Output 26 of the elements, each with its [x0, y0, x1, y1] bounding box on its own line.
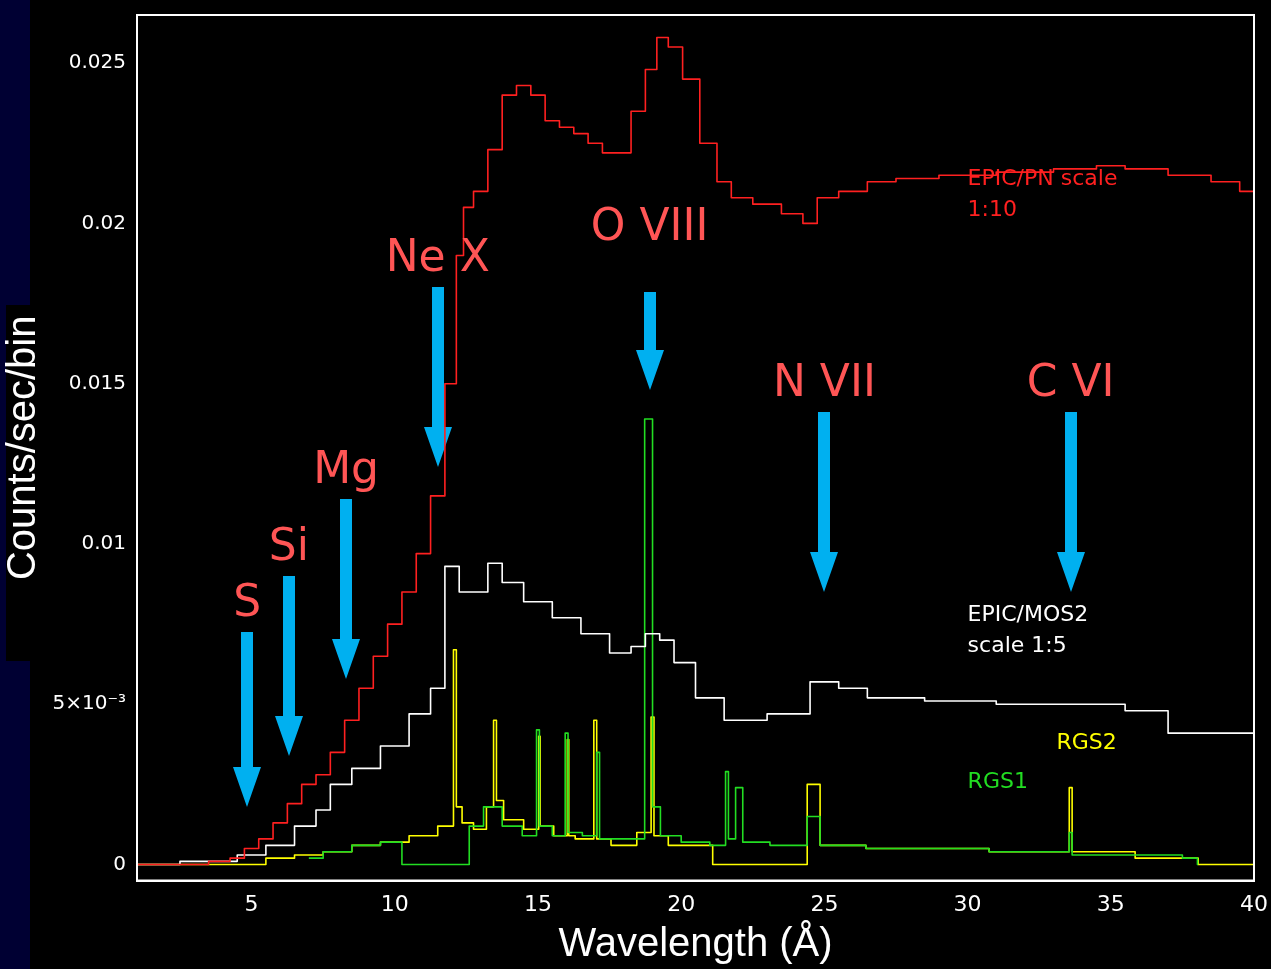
text: EPIC/MOS2 scale 1:5	[967, 600, 1089, 657]
annotation: N VII	[772, 355, 876, 407]
annotation: C VI	[1026, 355, 1115, 407]
y-tick-label: 0	[113, 850, 126, 875]
y-tick-label: 5×10⁻³	[52, 690, 126, 715]
x-tick-label: 40	[1240, 890, 1268, 916]
x-tick-label: 20	[667, 890, 696, 916]
x-tick-label: 25	[810, 890, 839, 916]
annotation: O VIII	[590, 199, 709, 251]
x-axis-title: Wavelength (Å)	[558, 920, 833, 965]
annotation: Ne X	[385, 230, 490, 282]
annotation: Mg	[313, 441, 380, 493]
series-label: RGS2	[1056, 729, 1117, 755]
annotation: S	[233, 574, 262, 626]
x-tick-label: 30	[953, 890, 982, 916]
x-tick-label: 10	[380, 890, 409, 916]
y-tick-label: 0.02	[81, 209, 126, 234]
y-tick-label: 0.01	[81, 530, 126, 555]
y-tick-label: 0.025	[68, 49, 126, 74]
y-tick-label: 0.015	[68, 369, 126, 394]
text: RGS1	[967, 767, 1028, 793]
y-axis-title: Counts/sec/bin	[0, 315, 44, 581]
annotation: Si	[268, 518, 309, 570]
x-tick-label: 5	[244, 890, 259, 916]
x-tick-label: 15	[523, 890, 552, 916]
x-tick-label: 35	[1096, 890, 1125, 916]
